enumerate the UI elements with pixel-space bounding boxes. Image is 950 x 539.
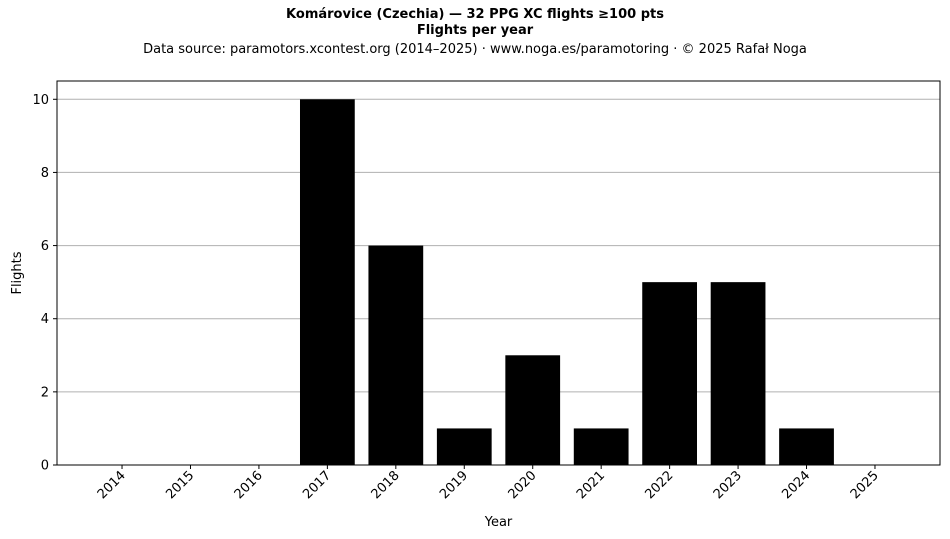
bar-2021 [573, 428, 629, 465]
bar-2023 [710, 282, 766, 465]
x-tick-label: 2023 [711, 468, 745, 502]
y-tick-label: 4 [41, 312, 49, 327]
y-tick-label: 10 [32, 93, 49, 108]
bar-2022 [642, 282, 698, 465]
bars [299, 99, 834, 466]
x-axis-ticks: 2014 2015 2016 2017 2018 2019 2020 2021 2022 2023… [95, 465, 882, 502]
chart-subtitle: Flights per year [416, 23, 534, 38]
y-axis-label: Flights [10, 251, 25, 294]
x-axis-label: Year [484, 515, 513, 530]
bar-2019 [436, 428, 492, 465]
x-tick-label: 2016 [232, 468, 266, 502]
bar-2020 [505, 355, 561, 465]
x-tick-label: 2019 [437, 468, 471, 502]
x-tick-label: 2017 [300, 468, 334, 502]
x-tick-label: 2022 [642, 468, 676, 502]
x-tick-label: 2025 [848, 468, 882, 502]
plot-frame [56, 80, 941, 466]
y-tick-label: 8 [41, 166, 49, 181]
gridlines [57, 98, 940, 393]
y-tick-label: 2 [41, 385, 49, 400]
chart-title: Komárovice (Czechia) — 32 PPG XC flights… [286, 7, 664, 22]
x-tick-label: 2020 [506, 468, 540, 502]
y-tick-label: 0 [41, 459, 49, 474]
chart-source-note: Data source: paramotors.xcontest.org (20… [143, 42, 807, 57]
x-tick-label: 2024 [779, 468, 813, 502]
chart-titles: Komárovice (Czechia) — 32 PPG XC flights… [0, 7, 950, 58]
x-tick-label: 2015 [163, 468, 197, 502]
bar-2024 [779, 428, 834, 465]
bar-2018 [368, 245, 424, 465]
y-axis-ticks: 0 2 4 6 8 10 [32, 93, 57, 474]
x-tick-label: 2018 [369, 468, 403, 502]
x-tick-label: 2014 [95, 468, 129, 502]
y-tick-label: 6 [41, 239, 49, 254]
bar-2017 [299, 99, 355, 466]
x-tick-label: 2021 [574, 468, 608, 502]
